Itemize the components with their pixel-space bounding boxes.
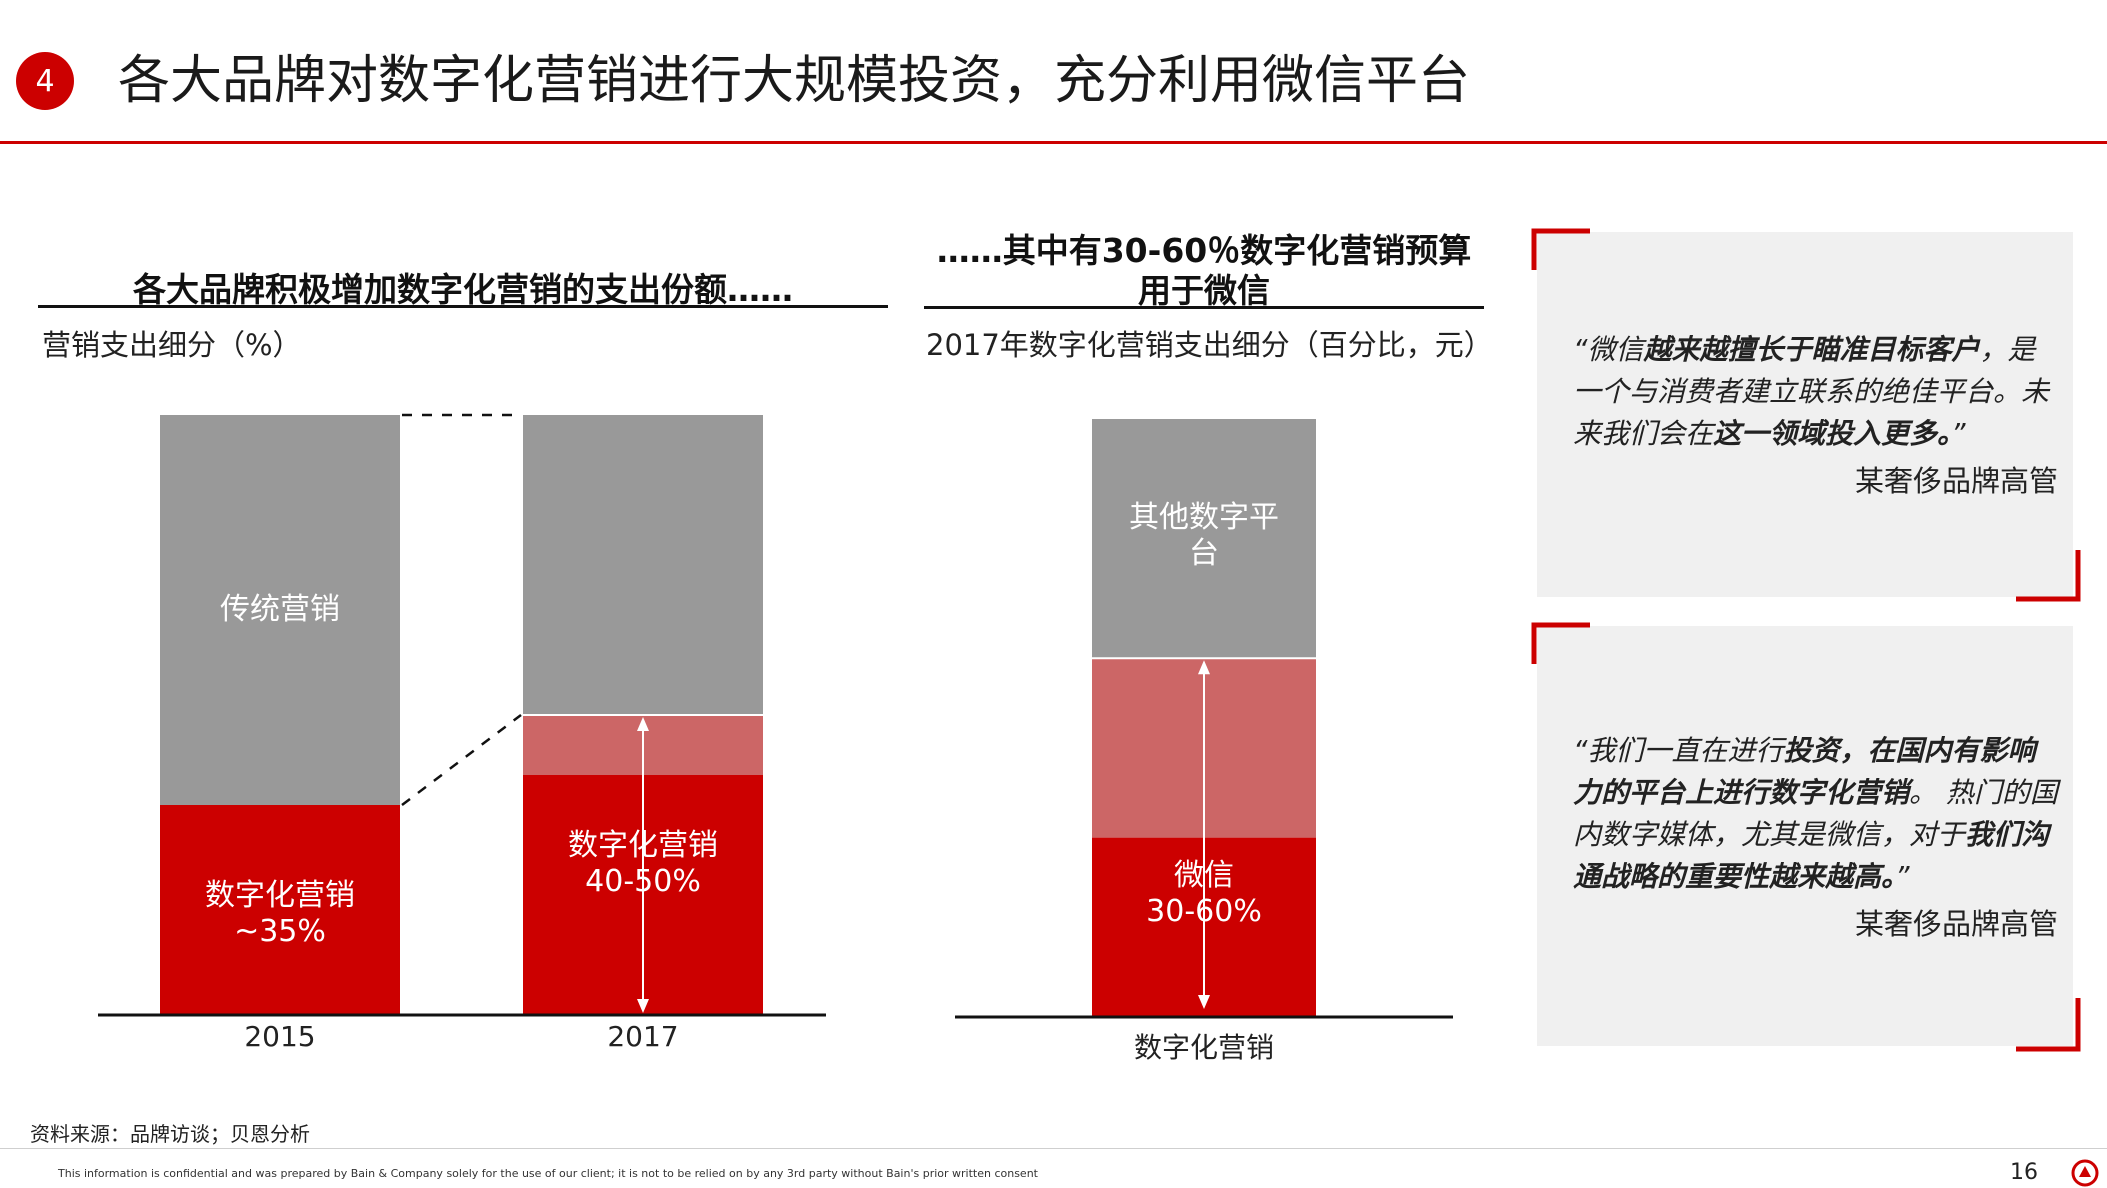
bar-2015-traditional-label: 传统营销: [220, 592, 340, 627]
quote-box-1-corner-brackets: [1531, 228, 2081, 602]
bar-2017-traditional: [523, 415, 763, 715]
right-section-heading-line1: ……其中有30-60％数字化营销预算: [936, 231, 1472, 270]
quote-segment: “微信: [1573, 333, 1644, 366]
bar-2015-digital-label-line1: 数字化营销: [205, 878, 355, 913]
x-axis-tick-2017: 2017: [607, 1020, 679, 1053]
quote-segment: 。 热门的国内数字媒体，尤其是微信，对于: [1573, 776, 2058, 851]
left-heading-rule: [38, 305, 888, 308]
source-note: 资料来源：品牌访谈；贝恩分析: [30, 1122, 310, 1146]
bar-other-platforms-label-line2: 台: [1189, 536, 1219, 571]
arrow-2017-range-head-bottom: [637, 999, 649, 1013]
bar-2017-digital-label-line1: 数字化营销: [568, 828, 718, 863]
quote-segment: 越来越擅长于瞄准目标客户: [1643, 333, 1980, 366]
quote-segment: ，是一个与消费者建立联系的绝佳平台。未来我们会在: [1573, 333, 2050, 450]
quote-segment: 我们沟通战略的重要性越来越高。: [1573, 818, 2050, 893]
right-chart-subtitle: 2017年数字化营销支出细分（百分比，元）: [926, 328, 1493, 362]
bar-wechat-label-line2: 30-60%: [1146, 894, 1262, 929]
confidentiality-notice: This information is confidential and was…: [58, 1167, 1038, 1180]
arrow-2017-range-head-top: [637, 717, 649, 731]
quote-box-1: [1537, 232, 2073, 597]
bain-logo-icon: [2071, 1159, 2099, 1187]
quote-1-text: “微信越来越擅长于瞄准目标客户，是一个与消费者建立联系的绝佳平台。未来我们会在这…: [1573, 329, 2063, 455]
page-number: 16: [2010, 1160, 2038, 1185]
bar-other-platforms-label-line1: 其他数字平: [1129, 500, 1279, 535]
x-axis-tick-digital: 数字化营销: [1133, 1031, 1274, 1064]
bar-2015-digital: [160, 805, 400, 1015]
left-section-heading: 各大品牌积极增加数字化营销的支出份额……: [133, 270, 793, 309]
quote-2-attribution: 某奢侈品牌高管: [1854, 907, 2058, 941]
bar-other-platforms: [1092, 419, 1316, 659]
right-heading-rule: [924, 306, 1484, 309]
bar-2015-digital-label-line2: ~35%: [234, 914, 326, 949]
x-axis-tick-2015: 2015: [244, 1020, 316, 1053]
quote-segment: 这一领域投入更多。: [1713, 417, 1952, 450]
right-section-heading-line2: 用于微信: [1138, 271, 1270, 310]
bar-wechat-label-line1: 微信: [1174, 858, 1234, 893]
title-divider: [0, 141, 2107, 144]
quote-1-attribution: 某奢侈品牌高管: [1854, 464, 2058, 498]
connector-digital: [401, 714, 522, 806]
quote-segment: ”: [1895, 860, 1910, 893]
arrow-wechat-range-head-top: [1198, 660, 1210, 675]
quote-segment: 投资，在国内有影响力的平台上进行数字化营销: [1573, 734, 2036, 809]
arrow-wechat-range-head-bottom: [1198, 995, 1210, 1009]
quote-box-2: [1537, 626, 2073, 1046]
footer-divider: [0, 1148, 2107, 1149]
page-title: 各大品牌对数字化营销进行大规模投资，充分利用微信平台: [118, 51, 1471, 111]
quote-segment: “我们一直在进行: [1573, 734, 1784, 767]
quote-2-text: “我们一直在进行投资，在国内有影响力的平台上进行数字化营销。 热门的国内数字媒体…: [1573, 730, 2063, 898]
quote-segment: ”: [1951, 417, 1966, 450]
bar-2017-digital-label-line2: 40-50%: [585, 864, 701, 899]
bar-2015-traditional: [160, 415, 400, 805]
left-chart-subtitle: 营销支出细分（%）: [42, 328, 302, 362]
section-number-badge: 4: [16, 52, 74, 110]
quote-box-2-corner-brackets: [1531, 622, 2081, 1052]
